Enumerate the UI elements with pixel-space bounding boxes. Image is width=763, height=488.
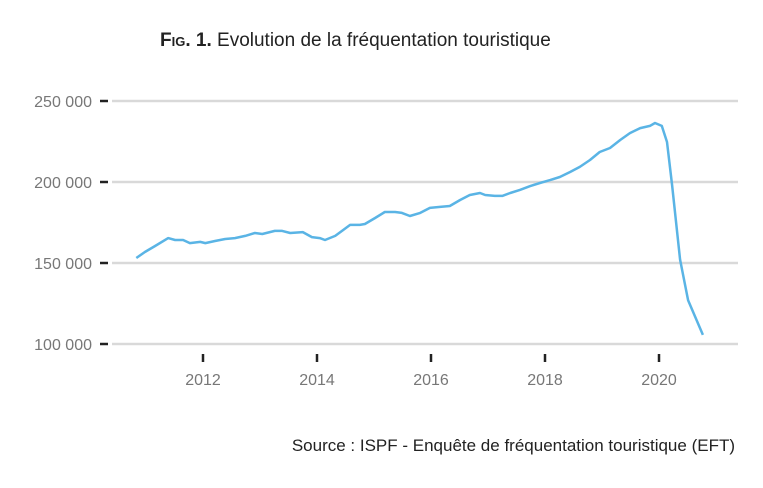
source-note: Source : ISPF - Enquête de fréquentation…	[291, 436, 735, 455]
figure-number: Fig. 1.	[160, 30, 212, 51]
y-tick-label: 200 000	[34, 175, 92, 192]
y-tick-label: 250 000	[34, 94, 92, 111]
x-tick-label: 2012	[185, 372, 221, 389]
y-tick-label: 150 000	[34, 256, 92, 273]
title-text: Evolution de la fréquentation touristiqu…	[217, 30, 551, 51]
chart-title: Fig. 1. Evolution de la fréquentation to…	[160, 30, 551, 52]
x-tick-label: 2020	[641, 372, 677, 389]
series-line	[135, 121, 705, 336]
x-tick-label: 2014	[299, 372, 335, 389]
y-tick-label: 100 000	[34, 337, 92, 354]
x-tick-label: 2016	[413, 372, 449, 389]
x-tick-label: 2018	[527, 372, 563, 389]
